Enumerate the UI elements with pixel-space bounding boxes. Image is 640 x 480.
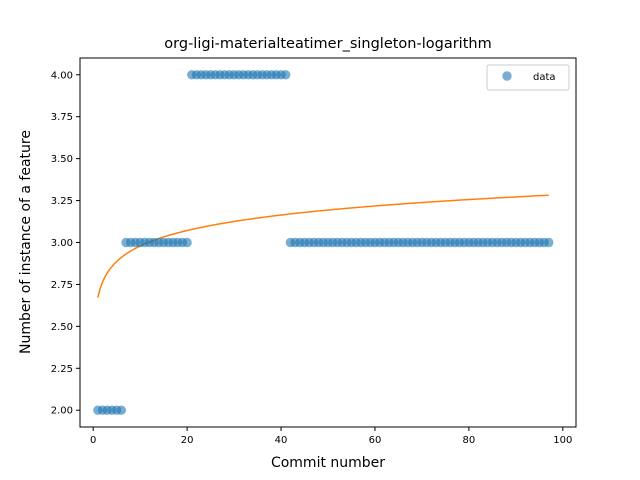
x-axis-label: Commit number — [271, 455, 385, 471]
y-tick-label: 4.00 — [51, 70, 73, 81]
fit-line-layer — [97, 194, 549, 298]
x-tick-label: 80 — [463, 435, 476, 446]
x-tick-label: 0 — [90, 435, 96, 446]
data-point — [544, 237, 554, 248]
y-axis-ticks: 2.00 2.25 2.50 2.75 3.00 3.25 3.50 3.75 4.00 — [51, 70, 80, 417]
legend-label-data: data — [533, 72, 556, 83]
x-tick-label: 20 — [181, 435, 194, 446]
y-tick-label: 2.00 — [51, 406, 73, 417]
chart-title: org-ligi-materialteatimer_singleton-loga… — [164, 36, 491, 52]
y-tick-label: 2.25 — [51, 364, 73, 375]
fit-line — [97, 194, 549, 298]
legend-marker-data — [502, 71, 512, 81]
x-axis-ticks: 0 20 40 60 80 100 — [90, 427, 572, 446]
data-point — [182, 237, 192, 248]
y-tick-label: 3.00 — [51, 238, 73, 249]
y-axis-label: Number of instance of a feature — [18, 130, 34, 354]
data-point — [281, 70, 291, 80]
y-tick-label: 3.50 — [51, 154, 73, 165]
data-point — [116, 405, 127, 415]
y-tick-label: 2.75 — [51, 280, 73, 291]
scatter-points-layer — [93, 70, 554, 415]
x-tick-label: 40 — [275, 435, 288, 446]
legend: data — [486, 64, 570, 91]
y-tick-label: 3.75 — [51, 112, 73, 123]
x-tick-label: 100 — [553, 435, 572, 446]
x-tick-label: 60 — [369, 435, 382, 446]
y-tick-label: 3.25 — [51, 196, 73, 207]
y-tick-label: 2.50 — [51, 322, 73, 333]
legend-box — [486, 64, 570, 91]
